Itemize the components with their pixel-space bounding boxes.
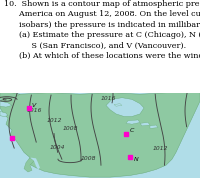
Text: 1012: 1012 xyxy=(46,118,62,123)
Text: 1016: 1016 xyxy=(100,96,116,101)
Text: 1016: 1016 xyxy=(26,108,42,113)
Polygon shape xyxy=(106,98,144,116)
Polygon shape xyxy=(24,158,34,172)
Polygon shape xyxy=(150,125,158,129)
Text: 1004: 1004 xyxy=(50,145,66,150)
Text: C: C xyxy=(130,128,134,133)
Polygon shape xyxy=(0,93,20,99)
Polygon shape xyxy=(0,111,8,116)
Polygon shape xyxy=(30,158,40,169)
Polygon shape xyxy=(0,101,12,107)
Text: 1012: 1012 xyxy=(152,146,168,151)
Polygon shape xyxy=(0,93,200,177)
Polygon shape xyxy=(140,122,150,126)
Polygon shape xyxy=(114,104,122,106)
Text: 1008: 1008 xyxy=(62,126,78,131)
Text: 10.  Shown is a contour map of atmospheric pressure in North
      America on Au: 10. Shown is a contour map of atmospheri… xyxy=(4,0,200,60)
Polygon shape xyxy=(126,120,140,124)
Text: 1008: 1008 xyxy=(80,156,96,161)
Text: N: N xyxy=(134,158,139,163)
Polygon shape xyxy=(0,93,200,178)
Text: V: V xyxy=(32,103,36,108)
